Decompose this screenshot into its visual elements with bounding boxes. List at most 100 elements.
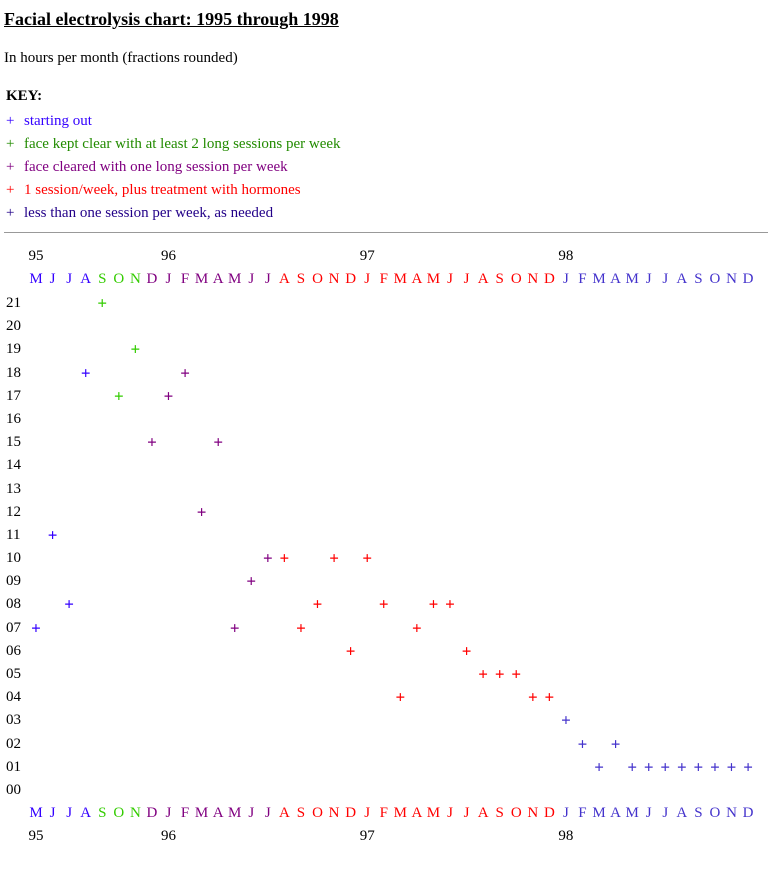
y-tick-label: 03 [6,712,21,729]
page-title: Facial electrolysis chart: 1995 through … [4,9,339,29]
data-point: + [262,548,273,568]
data-point: + [64,594,74,614]
year-label-top: 97 [359,248,375,264]
month-label-bottom: A [212,805,224,821]
data-point: + [743,757,753,777]
month-label-top: S [694,271,703,287]
plus-marker-icon: + [6,159,15,175]
y-tick-label: 00 [6,782,21,798]
month-label-top: A [610,271,622,287]
month-label-bottom: O [510,805,522,821]
month-label-top: D [543,271,555,287]
month-label-top: O [312,271,323,287]
data-point: + [296,618,306,638]
month-label-bottom: J [364,805,371,821]
legend-item: +1 session/week, plus treatment with hor… [6,179,341,202]
month-label-top: N [129,271,141,287]
legend-label: face cleared with one long session per w… [24,159,288,175]
data-point: + [643,757,654,777]
y-tick-label: 17 [6,387,21,404]
data-point: + [345,641,356,661]
data-point: + [511,664,522,684]
data-point: + [494,664,505,684]
month-label-bottom: A [80,805,92,821]
month-label-top: J [562,271,569,287]
legend-item: + less than one session per week, as need… [6,202,341,225]
month-label-top: J [364,271,371,287]
year-label-bottom: 98 [558,828,574,844]
month-label-bottom: D [543,805,555,821]
year-label-bottom: 95 [28,828,44,844]
month-label-top: J [264,271,271,287]
legend-label: less than one session per week, as neede… [24,205,274,221]
data-point: + [312,594,323,614]
data-point: + [676,757,687,777]
data-point: + [163,386,174,406]
legend: KEY: + starting out + face kept clear with … [6,88,341,225]
month-label-top: F [578,271,587,287]
month-label-top: M [426,271,441,287]
data-point: + [693,757,704,777]
month-label-top: D [742,271,754,287]
data-point: + [47,525,58,545]
month-label-top: J [645,271,652,287]
month-label-top: N [527,271,539,287]
month-label-bottom: J [463,805,470,821]
month-label-bottom: A [610,805,622,821]
month-label-top: S [296,271,306,287]
data-point: + [726,757,737,777]
month-label-bottom: J [562,805,569,821]
y-tick-label: 19 [6,341,21,358]
legend-item: + face kept clear with at least 2 long se… [6,133,341,156]
month-label-bottom: M [393,805,407,821]
month-label-bottom: J [66,805,73,821]
data-point: + [445,594,455,614]
y-tick-label: 07 [6,619,21,636]
data-point: + [478,664,488,684]
month-label-top: J [463,271,470,287]
month-label-bottom: S [98,805,107,821]
y-tick-label: 01 [6,758,21,775]
data-point: + [130,339,141,359]
month-label-bottom: D [742,805,754,821]
data-point: + [31,618,41,638]
month-label-bottom: F [379,805,388,821]
month-label-top: O [113,271,125,287]
month-label-top: A [411,271,423,287]
plus-marker-icon: + [6,182,15,198]
divider [4,232,768,233]
data-point: + [378,594,389,614]
month-label-bottom: D [345,805,357,821]
data-point: + [97,293,108,313]
legend-label: face kept clear with at least 2 long ses… [24,136,341,152]
data-point: + [710,757,720,777]
data-point: + [412,618,422,638]
data-point: + [246,571,257,591]
month-label-bottom: S [495,805,504,821]
month-label-bottom: A [477,805,489,821]
y-tick-label: 11 [6,526,21,543]
month-label-top: J [66,271,73,287]
month-label-bottom: A [278,805,290,821]
month-label-bottom: M [426,805,441,821]
year-label-bottom: 96 [160,828,176,844]
plus-marker-icon: + [6,205,15,221]
month-label-bottom: J [49,805,56,821]
month-label-bottom: A [676,805,688,821]
data-point: + [362,548,373,568]
month-label-bottom: O [709,805,721,821]
month-label-top: M [592,271,606,287]
y-tick-label: 12 [6,503,21,520]
month-label-top: J [49,271,56,287]
month-label-top: F [180,271,190,287]
month-label-bottom: S [296,805,306,821]
y-tick-label: 04 [6,689,21,706]
month-label-top: J [447,271,453,287]
data-point: + [229,618,240,638]
month-label-top: A [80,271,92,287]
month-label-top: J [662,271,669,287]
month-label-top: M [228,271,242,287]
y-tick-label: 15 [6,434,21,451]
data-point: + [461,641,472,661]
month-label-top: A [212,271,224,287]
